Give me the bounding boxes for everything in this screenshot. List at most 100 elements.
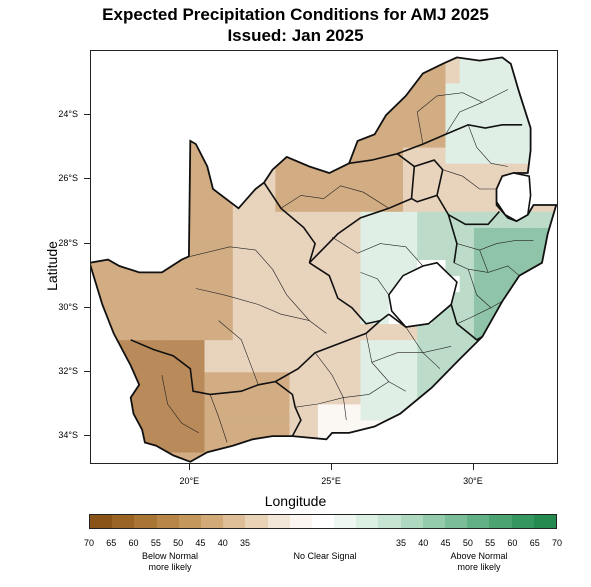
forecast-grid-cell <box>218 420 234 437</box>
forecast-grid-cell <box>332 179 347 196</box>
forecast-grid-cell <box>119 275 134 293</box>
forecast-grid-cell <box>502 83 517 100</box>
forecast-grid-cell <box>530 163 546 180</box>
district-boundary <box>442 169 497 190</box>
forecast-grid-cell <box>346 57 361 68</box>
forecast-grid-cell <box>133 259 149 276</box>
forecast-grid-cell <box>544 195 557 212</box>
legend-color-swatch <box>334 515 357 528</box>
forecast-grid-cell <box>303 99 319 116</box>
legend-tick-label: 40 <box>418 538 429 548</box>
forecast-grid-cell <box>105 67 120 84</box>
forecast-grid-cell <box>133 131 149 148</box>
forecast-grid-cell <box>473 388 489 405</box>
forecast-grid-cell <box>91 404 106 421</box>
forecast-grid-cell <box>218 355 234 373</box>
forecast-grid-cell <box>176 83 191 100</box>
x-tick-label: 30°E <box>463 476 483 486</box>
forecast-grid-cell <box>190 195 205 212</box>
forecast-grid-cell <box>190 275 205 293</box>
forecast-grid-cell <box>530 420 546 437</box>
forecast-grid-cell <box>403 179 418 196</box>
forecast-grid-cell <box>176 147 191 164</box>
forecast-grid-cell <box>332 259 347 276</box>
forecast-grid-cell <box>388 115 404 132</box>
forecast-grid-cell <box>346 211 361 228</box>
forecast-grid-cell <box>261 83 276 100</box>
forecast-grid-cell <box>431 67 446 84</box>
forecast-grid-cell <box>133 67 149 84</box>
forecast-grid-cell <box>261 291 276 309</box>
forecast-grid-cell <box>190 163 205 180</box>
forecast-grid-cell <box>147 67 163 84</box>
forecast-grid-cell <box>530 323 546 341</box>
forecast-grid-cell <box>289 227 305 244</box>
x-tick-label: 25°E <box>321 476 341 486</box>
forecast-grid-cell <box>161 83 177 100</box>
forecast-grid-cell <box>488 275 503 293</box>
forecast-grid-cell <box>247 275 262 293</box>
forecast-grid-cell <box>332 275 347 293</box>
forecast-grid-cell <box>232 307 248 325</box>
forecast-grid-cell <box>374 307 390 325</box>
forecast-grid-cell <box>275 420 290 437</box>
forecast-grid-cell <box>133 163 149 180</box>
forecast-grid-cell <box>332 99 347 116</box>
forecast-grid-cell <box>119 57 134 68</box>
legend-tick-label: 55 <box>485 538 496 548</box>
forecast-grid-cell <box>502 291 517 309</box>
forecast-grid-cell <box>218 163 234 180</box>
forecast-grid-cell <box>360 227 376 244</box>
forecast-grid-cell <box>303 291 319 309</box>
forecast-grid-cell <box>119 147 134 164</box>
forecast-grid-cell <box>91 163 106 180</box>
forecast-grid-cell <box>119 67 134 84</box>
forecast-grid-cell <box>275 83 290 100</box>
forecast-grid-cell <box>374 371 390 389</box>
forecast-grid-cell <box>417 195 432 212</box>
forecast-grid-cell <box>218 323 234 341</box>
forecast-grid-cell <box>530 339 546 357</box>
forecast-grid-cell <box>261 67 276 84</box>
forecast-grid-cell <box>360 339 376 357</box>
forecast-grid-cell <box>488 323 503 341</box>
forecast-grid-cell <box>332 83 347 100</box>
forecast-grid-cell <box>346 243 361 260</box>
forecast-grid-cell <box>275 355 290 373</box>
forecast-grid-cell <box>360 371 376 389</box>
forecast-grid-cell <box>417 115 432 132</box>
district-boundary <box>479 249 489 273</box>
forecast-grid-cell <box>473 195 489 212</box>
forecast-grid-cell <box>232 67 248 84</box>
forecast-grid-cell <box>119 452 134 462</box>
forecast-grid-cell <box>544 323 557 341</box>
forecast-grid-cell <box>488 131 503 148</box>
district-boundary <box>456 240 534 251</box>
forecast-grid-cell <box>204 355 220 373</box>
forecast-grid-cell <box>247 339 262 357</box>
forecast-grid-cell <box>289 275 305 293</box>
forecast-grid-cell <box>275 339 290 357</box>
forecast-grid-cell <box>247 147 262 164</box>
forecast-grid-cell <box>204 275 220 293</box>
forecast-grid-cell <box>473 275 489 293</box>
forecast-grid-cell <box>289 307 305 325</box>
district-boundary <box>445 102 483 135</box>
forecast-grid-cell <box>105 243 120 260</box>
forecast-grid-cell <box>346 227 361 244</box>
forecast-grid-cell <box>91 323 106 341</box>
forecast-grid-cell <box>232 355 248 373</box>
forecast-grid-cell <box>261 243 276 260</box>
forecast-grid-cell <box>445 355 461 373</box>
forecast-grid-cell <box>346 131 361 148</box>
forecast-grid-cell <box>176 99 191 116</box>
forecast-grid-cell <box>403 355 418 373</box>
forecast-grid-cell <box>176 404 191 421</box>
forecast-grid-cell <box>473 371 489 389</box>
forecast-grid-cell <box>459 388 475 405</box>
forecast-grid-cell <box>374 323 390 341</box>
forecast-grid-cell <box>459 420 475 437</box>
legend-color-swatch <box>178 515 201 528</box>
forecast-grid-cell <box>218 388 234 405</box>
legend-caption-below: Below Normal more likely <box>142 551 198 573</box>
